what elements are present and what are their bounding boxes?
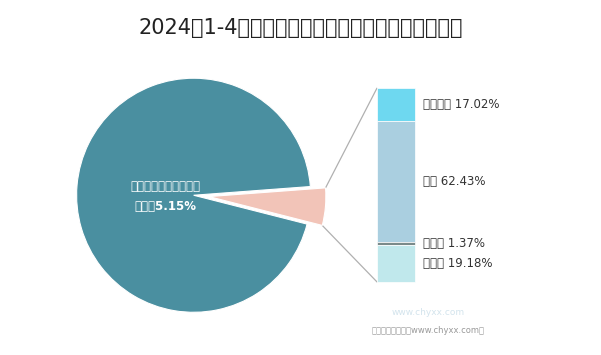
- Text: 比重为5.15%: 比重为5.15%: [135, 200, 197, 213]
- Text: 寿险 62.43%: 寿险 62.43%: [423, 175, 485, 188]
- Text: 意外险 1.37%: 意外险 1.37%: [423, 237, 484, 250]
- Text: 制图：智研咨询（www.chyxx.com）: 制图：智研咨询（www.chyxx.com）: [371, 326, 484, 335]
- Text: 四川省保险保费占全国: 四川省保险保费占全国: [130, 180, 201, 193]
- Text: www.chyxx.com: www.chyxx.com: [391, 308, 464, 317]
- Bar: [377, 121, 415, 242]
- Text: 健康险 19.18%: 健康险 19.18%: [423, 257, 492, 270]
- Bar: [377, 242, 415, 245]
- Text: 2024年1-4月四川省原保险保费收入类别对比统计图: 2024年1-4月四川省原保险保费收入类别对比统计图: [138, 18, 463, 38]
- Bar: [377, 245, 415, 282]
- Wedge shape: [76, 78, 310, 312]
- Wedge shape: [209, 188, 326, 225]
- Bar: [377, 88, 415, 121]
- Text: 财产保险 17.02%: 财产保险 17.02%: [423, 98, 499, 111]
